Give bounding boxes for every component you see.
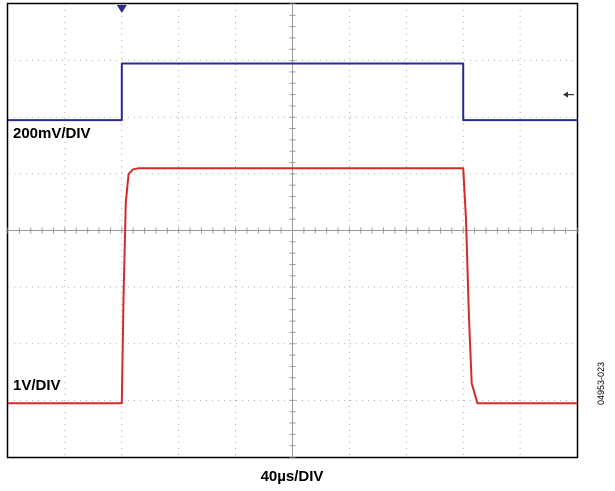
- grid: [7, 3, 578, 458]
- channel-2-scale-label: 1V/DIV: [13, 377, 61, 394]
- trace-2: [8, 167, 577, 405]
- x-axis-label: 40µs/DIV: [261, 468, 324, 485]
- figure-id: 04953-023: [596, 361, 606, 405]
- channel-1-scale-label: 200mV/DIV: [13, 125, 91, 142]
- ground-arrow-icon: [563, 91, 568, 98]
- trace-1: [8, 62, 577, 122]
- markers: [116, 5, 574, 98]
- traces: [8, 62, 577, 405]
- trigger-marker: [116, 5, 127, 13]
